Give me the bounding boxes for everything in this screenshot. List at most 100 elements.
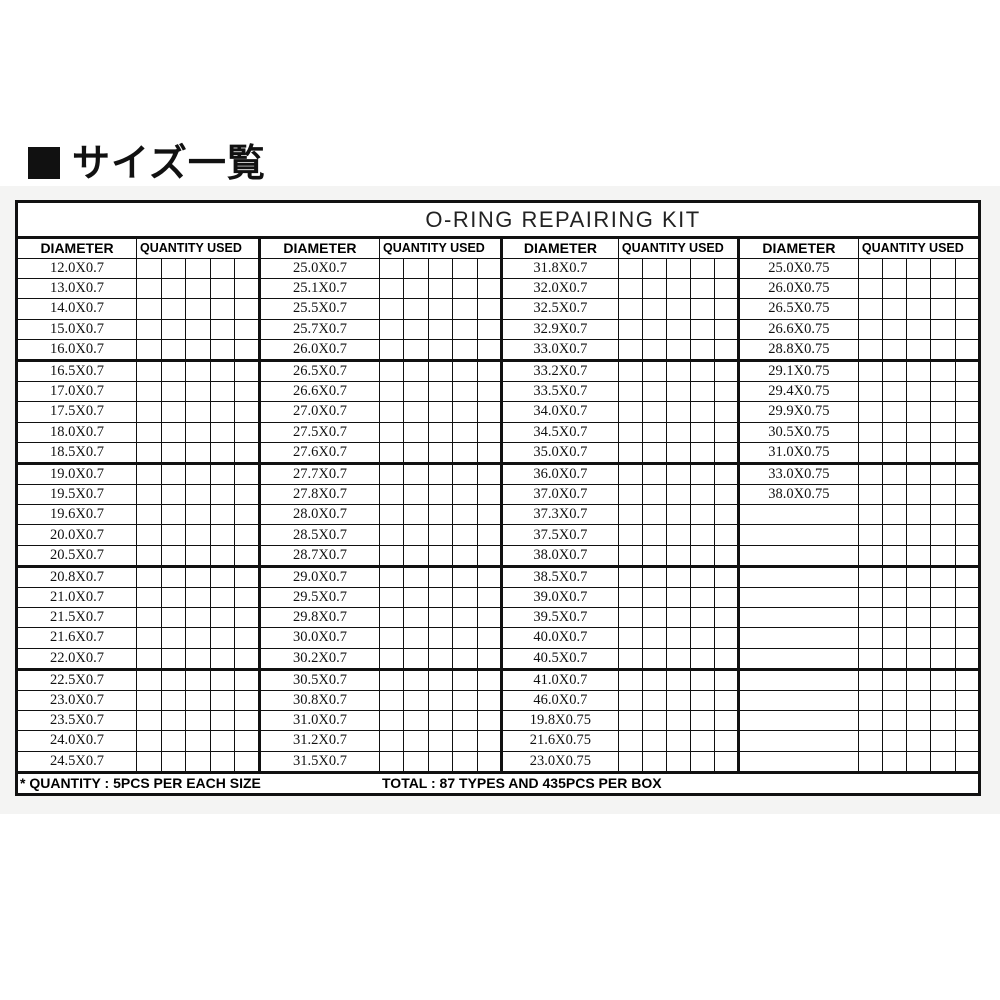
quantity-checkbox-cell[interactable] <box>906 565 932 589</box>
quantity-checkbox-cell[interactable] <box>403 668 429 691</box>
quantity-checkbox-cell[interactable] <box>160 318 187 340</box>
quantity-checkbox-cell[interactable] <box>160 298 187 320</box>
quantity-checkbox-cell[interactable] <box>452 565 478 589</box>
quantity-checkbox-cell[interactable] <box>476 524 502 546</box>
quantity-checkbox-cell[interactable] <box>906 607 932 629</box>
quantity-checkbox-cell[interactable] <box>665 565 691 589</box>
quantity-checkbox-cell[interactable] <box>378 421 405 443</box>
quantity-checkbox-cell[interactable] <box>234 689 260 712</box>
quantity-checkbox-cell[interactable] <box>476 401 502 423</box>
quantity-checkbox-cell[interactable] <box>209 668 236 691</box>
quantity-checkbox-cell[interactable] <box>882 668 908 691</box>
quantity-checkbox-cell[interactable] <box>185 318 211 340</box>
quantity-checkbox-cell[interactable] <box>689 668 715 691</box>
quantity-checkbox-cell[interactable] <box>452 668 478 691</box>
quantity-checkbox-cell[interactable] <box>476 484 502 506</box>
quantity-checkbox-cell[interactable] <box>476 318 502 340</box>
quantity-checkbox-cell[interactable] <box>954 381 981 403</box>
quantity-checkbox-cell[interactable] <box>476 607 502 629</box>
quantity-checkbox-cell[interactable] <box>857 647 884 671</box>
quantity-checkbox-cell[interactable] <box>160 421 187 443</box>
quantity-checkbox-cell[interactable] <box>136 441 162 465</box>
quantity-checkbox-cell[interactable] <box>160 730 187 752</box>
quantity-checkbox-cell[interactable] <box>160 607 187 629</box>
quantity-checkbox-cell[interactable] <box>234 544 260 568</box>
quantity-checkbox-cell[interactable] <box>234 484 260 506</box>
quantity-checkbox-cell[interactable] <box>136 647 162 671</box>
quantity-checkbox-cell[interactable] <box>713 565 739 589</box>
quantity-checkbox-cell[interactable] <box>930 668 956 691</box>
quantity-checkbox-cell[interactable] <box>617 359 643 383</box>
quantity-checkbox-cell[interactable] <box>378 668 405 691</box>
quantity-checkbox-cell[interactable] <box>906 462 932 486</box>
quantity-checkbox-cell[interactable] <box>954 278 981 300</box>
quantity-checkbox-cell[interactable] <box>234 750 260 773</box>
quantity-checkbox-cell[interactable] <box>954 401 981 423</box>
quantity-checkbox-cell[interactable] <box>689 504 715 526</box>
quantity-checkbox-cell[interactable] <box>954 627 981 649</box>
quantity-checkbox-cell[interactable] <box>906 278 932 300</box>
quantity-checkbox-cell[interactable] <box>136 750 162 773</box>
quantity-checkbox-cell[interactable] <box>665 462 691 486</box>
quantity-checkbox-cell[interactable] <box>906 524 932 546</box>
quantity-checkbox-cell[interactable] <box>427 338 454 362</box>
quantity-checkbox-cell[interactable] <box>209 257 236 280</box>
quantity-checkbox-cell[interactable] <box>665 504 691 526</box>
quantity-checkbox-cell[interactable] <box>689 710 715 732</box>
quantity-checkbox-cell[interactable] <box>476 338 502 362</box>
quantity-checkbox-cell[interactable] <box>713 668 739 691</box>
quantity-checkbox-cell[interactable] <box>185 338 211 362</box>
quantity-checkbox-cell[interactable] <box>954 257 981 280</box>
quantity-checkbox-cell[interactable] <box>476 359 502 383</box>
quantity-checkbox-cell[interactable] <box>954 484 981 506</box>
quantity-checkbox-cell[interactable] <box>378 278 405 300</box>
quantity-checkbox-cell[interactable] <box>234 278 260 300</box>
quantity-checkbox-cell[interactable] <box>641 668 667 691</box>
quantity-checkbox-cell[interactable] <box>234 730 260 752</box>
quantity-checkbox-cell[interactable] <box>906 668 932 691</box>
quantity-checkbox-cell[interactable] <box>954 441 981 465</box>
quantity-checkbox-cell[interactable] <box>427 278 454 300</box>
quantity-checkbox-cell[interactable] <box>403 689 429 712</box>
quantity-checkbox-cell[interactable] <box>882 441 908 465</box>
quantity-checkbox-cell[interactable] <box>857 565 884 589</box>
quantity-checkbox-cell[interactable] <box>665 627 691 649</box>
quantity-checkbox-cell[interactable] <box>136 484 162 506</box>
quantity-checkbox-cell[interactable] <box>476 441 502 465</box>
quantity-checkbox-cell[interactable] <box>641 318 667 340</box>
quantity-checkbox-cell[interactable] <box>882 318 908 340</box>
quantity-checkbox-cell[interactable] <box>403 257 429 280</box>
quantity-checkbox-cell[interactable] <box>713 730 739 752</box>
quantity-checkbox-cell[interactable] <box>452 710 478 732</box>
quantity-checkbox-cell[interactable] <box>378 750 405 773</box>
quantity-checkbox-cell[interactable] <box>713 627 739 649</box>
quantity-checkbox-cell[interactable] <box>930 627 956 649</box>
quantity-checkbox-cell[interactable] <box>617 401 643 423</box>
quantity-checkbox-cell[interactable] <box>476 668 502 691</box>
quantity-checkbox-cell[interactable] <box>185 710 211 732</box>
quantity-checkbox-cell[interactable] <box>857 710 884 732</box>
quantity-checkbox-cell[interactable] <box>378 627 405 649</box>
quantity-checkbox-cell[interactable] <box>136 318 162 340</box>
quantity-checkbox-cell[interactable] <box>906 421 932 443</box>
quantity-checkbox-cell[interactable] <box>882 627 908 649</box>
quantity-checkbox-cell[interactable] <box>882 381 908 403</box>
quantity-checkbox-cell[interactable] <box>857 338 884 362</box>
quantity-checkbox-cell[interactable] <box>427 381 454 403</box>
quantity-checkbox-cell[interactable] <box>403 750 429 773</box>
quantity-checkbox-cell[interactable] <box>136 338 162 362</box>
quantity-checkbox-cell[interactable] <box>641 607 667 629</box>
quantity-checkbox-cell[interactable] <box>427 565 454 589</box>
quantity-checkbox-cell[interactable] <box>427 668 454 691</box>
quantity-checkbox-cell[interactable] <box>882 359 908 383</box>
quantity-checkbox-cell[interactable] <box>906 298 932 320</box>
quantity-checkbox-cell[interactable] <box>906 441 932 465</box>
quantity-checkbox-cell[interactable] <box>882 689 908 712</box>
quantity-checkbox-cell[interactable] <box>689 544 715 568</box>
quantity-checkbox-cell[interactable] <box>209 484 236 506</box>
quantity-checkbox-cell[interactable] <box>689 381 715 403</box>
quantity-checkbox-cell[interactable] <box>641 484 667 506</box>
quantity-checkbox-cell[interactable] <box>234 504 260 526</box>
quantity-checkbox-cell[interactable] <box>185 462 211 486</box>
quantity-checkbox-cell[interactable] <box>665 607 691 629</box>
